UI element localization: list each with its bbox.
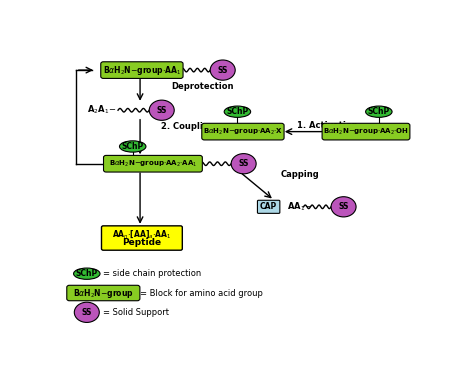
Text: B$\alpha$H$_2$N$-$group$\cdot$AA$_2$$\cdot$OH: B$\alpha$H$_2$N$-$group$\cdot$AA$_2$$\cd… xyxy=(323,127,409,137)
Text: B$\alpha$H$_2$N$-$group$\cdot$AA$_2$$\cdot$X: B$\alpha$H$_2$N$-$group$\cdot$AA$_2$$\cd… xyxy=(203,127,283,137)
Text: = Block for amino acid group: = Block for amino acid group xyxy=(140,288,263,298)
Ellipse shape xyxy=(365,106,392,117)
Ellipse shape xyxy=(73,268,100,279)
FancyBboxPatch shape xyxy=(103,156,202,172)
Text: Capping: Capping xyxy=(281,169,319,179)
Text: AA$_n$$\cdot$[AA]$_a$$\cdot$AA$_1$: AA$_n$$\cdot$[AA]$_a$$\cdot$AA$_1$ xyxy=(112,229,172,240)
Text: Deprotection: Deprotection xyxy=(171,82,234,91)
Text: A$_2$A$_1$$-$: A$_2$A$_1$$-$ xyxy=(87,104,116,117)
Text: SS: SS xyxy=(338,202,349,211)
Text: AA$_1$$-$: AA$_1$$-$ xyxy=(287,201,312,213)
Ellipse shape xyxy=(224,106,251,117)
FancyBboxPatch shape xyxy=(101,62,183,78)
Circle shape xyxy=(149,100,174,120)
Text: SChP: SChP xyxy=(76,269,98,278)
Text: SS: SS xyxy=(82,308,92,317)
Text: B$\alpha$H$_2$N$-$group: B$\alpha$H$_2$N$-$group xyxy=(73,286,134,300)
FancyBboxPatch shape xyxy=(322,123,410,140)
Ellipse shape xyxy=(119,141,146,152)
Text: Peptide: Peptide xyxy=(122,238,162,247)
Text: SChP: SChP xyxy=(226,107,248,116)
Text: SS: SS xyxy=(238,159,249,168)
Text: 2. Coupling: 2. Coupling xyxy=(161,122,215,131)
Text: SChP: SChP xyxy=(368,107,390,116)
Text: = Solid Support: = Solid Support xyxy=(103,308,169,317)
FancyBboxPatch shape xyxy=(101,226,182,250)
Circle shape xyxy=(231,154,256,174)
Text: = side chain protection: = side chain protection xyxy=(103,269,201,278)
Text: SChP: SChP xyxy=(122,142,144,151)
Text: B$\alpha$H$_2$N$-$group$\cdot$AA$_2$$\cdot$AA$_1$: B$\alpha$H$_2$N$-$group$\cdot$AA$_2$$\cd… xyxy=(109,159,197,169)
FancyBboxPatch shape xyxy=(257,200,280,213)
Text: 1. Activation: 1. Activation xyxy=(297,120,358,130)
Circle shape xyxy=(74,302,99,322)
Text: CAP: CAP xyxy=(260,202,277,211)
Text: SS: SS xyxy=(156,106,167,115)
Text: SS: SS xyxy=(218,66,228,74)
Circle shape xyxy=(331,197,356,217)
FancyBboxPatch shape xyxy=(202,123,284,140)
Text: B$\alpha$H$_2$N$-$group$\cdot$AA$_1$: B$\alpha$H$_2$N$-$group$\cdot$AA$_1$ xyxy=(103,64,181,76)
FancyBboxPatch shape xyxy=(67,285,140,301)
Circle shape xyxy=(210,60,235,80)
